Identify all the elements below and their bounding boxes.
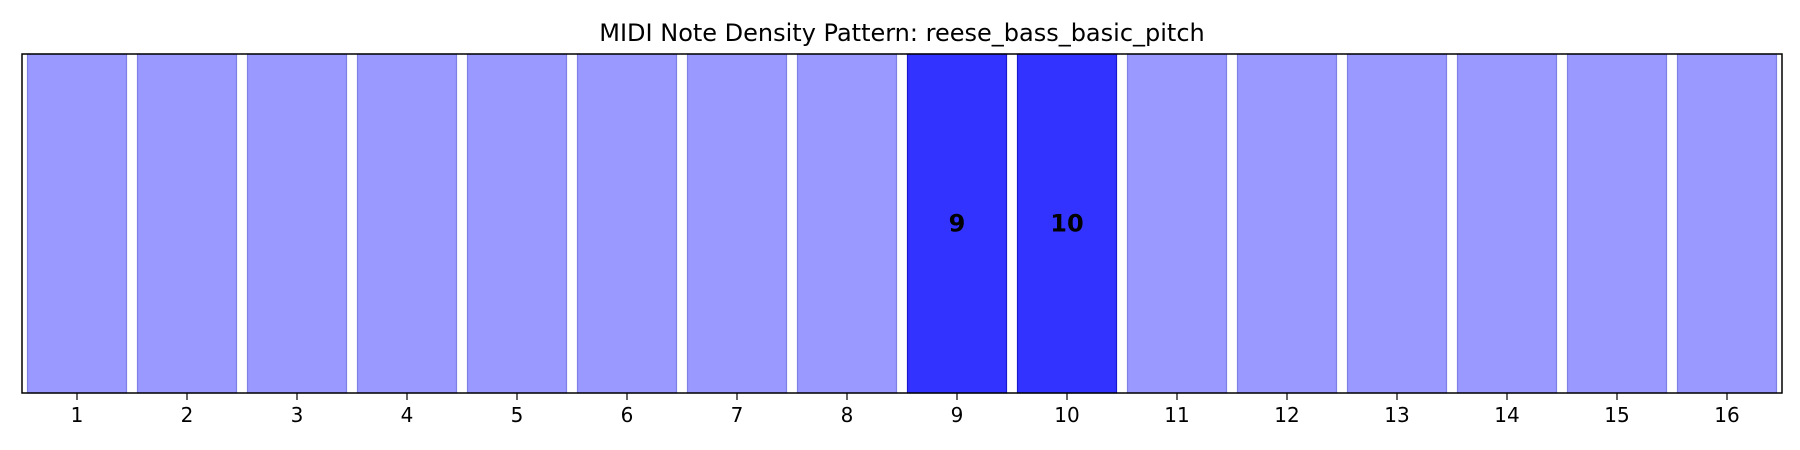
- chart-title: MIDI Note Density Pattern: reese_bass_ba…: [599, 19, 1204, 47]
- x-tick-label-13: 13: [1384, 403, 1409, 427]
- x-tick-label-1: 1: [71, 403, 84, 427]
- x-tick-label-14: 14: [1494, 403, 1519, 427]
- x-tick-label-10: 10: [1054, 403, 1079, 427]
- bar-4: [356, 53, 458, 394]
- x-tick-label-7: 7: [731, 403, 744, 427]
- x-tick-label-5: 5: [511, 403, 524, 427]
- bar-2: [136, 53, 238, 394]
- bar-label-9: 9: [949, 210, 966, 238]
- bar-8: [796, 53, 898, 394]
- bars-group: 9 10: [26, 53, 1778, 394]
- bar-13: [1346, 53, 1448, 394]
- bar-label-10: 10: [1050, 210, 1083, 238]
- bar-1: [26, 53, 128, 394]
- x-tick-label-16: 16: [1714, 403, 1739, 427]
- bar-16: [1676, 53, 1778, 394]
- x-tick-label-4: 4: [401, 403, 414, 427]
- bar-12: [1236, 53, 1338, 394]
- x-tick-label-11: 11: [1164, 403, 1189, 427]
- x-tick-label-9: 9: [951, 403, 964, 427]
- bar-3: [246, 53, 348, 394]
- bar-10: [1016, 53, 1118, 394]
- x-ticks-group: 1 2 3 4 5 6 7 8 9 10 11 12 13 14 15 16: [71, 393, 1740, 427]
- x-tick-label-8: 8: [841, 403, 854, 427]
- bar-9: [906, 53, 1008, 394]
- x-tick-label-15: 15: [1604, 403, 1629, 427]
- x-tick-label-12: 12: [1274, 403, 1299, 427]
- bar-6: [576, 53, 678, 394]
- x-tick-label-3: 3: [291, 403, 304, 427]
- bar-5: [466, 53, 568, 394]
- bar-11: [1126, 53, 1228, 394]
- x-tick-label-2: 2: [181, 403, 194, 427]
- bar-14: [1456, 53, 1558, 394]
- bar-15: [1566, 53, 1668, 394]
- bar-7: [686, 53, 788, 394]
- axes-frame: [21, 53, 1783, 394]
- x-tick-label-6: 6: [621, 403, 634, 427]
